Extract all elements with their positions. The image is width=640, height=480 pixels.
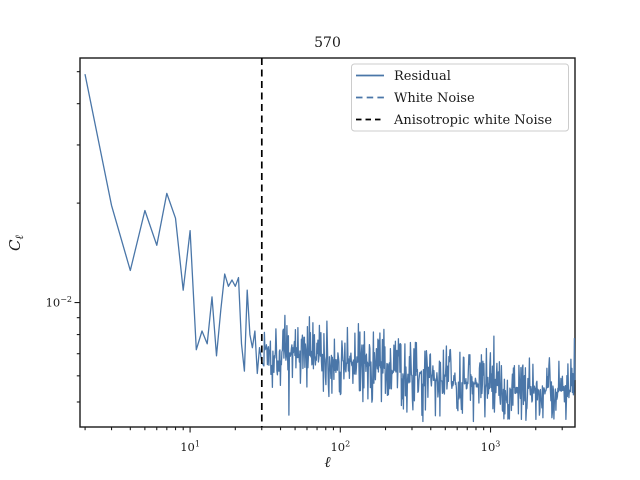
y-tick-label: 10−2 — [46, 295, 72, 310]
x-axis-label: ℓ — [324, 453, 330, 471]
chart-title: 570 — [314, 35, 341, 51]
legend-residual-label: Residual — [394, 69, 451, 84]
x-axis-tick-labels: 101 102 103 — [180, 440, 500, 455]
x-axis-ticks — [84, 427, 563, 433]
y-axis-ticks — [74, 71, 80, 403]
residual-series-line — [84, 73, 576, 423]
x-tick-label: 101 — [180, 440, 200, 455]
y-axis-label-main: C — [6, 239, 24, 251]
x-tick-label: 102 — [330, 440, 350, 455]
legend: Residual White Noise Anisotropic white N… — [351, 63, 569, 132]
y-axis-label: Cℓ — [6, 235, 26, 251]
x-tick-label: 103 — [481, 440, 501, 455]
legend-box — [351, 63, 569, 132]
plot-frame — [79, 57, 576, 428]
y-axis-tick-labels: 10−2 — [46, 295, 72, 310]
y-axis-label-subscript: ℓ — [13, 235, 26, 240]
legend-white-noise-label: White Noise — [394, 91, 475, 106]
legend-anisotropic-label: Anisotropic white Noise — [393, 113, 552, 128]
